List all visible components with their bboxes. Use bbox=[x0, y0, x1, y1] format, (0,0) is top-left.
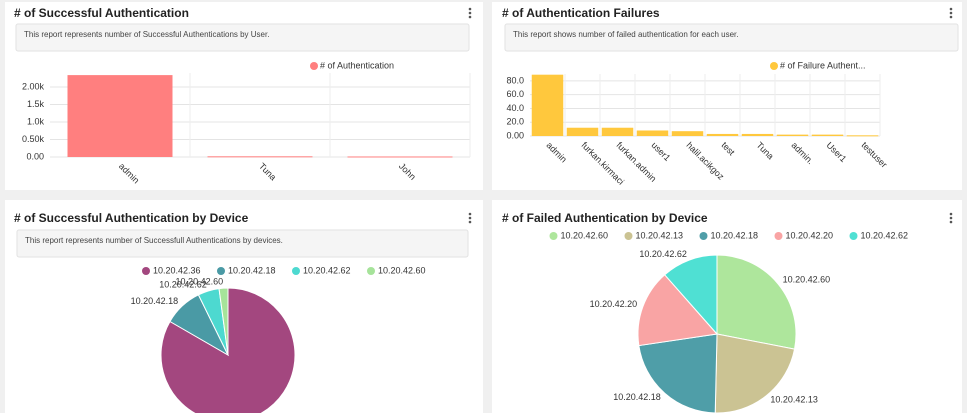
y-tick-label: 1.0k bbox=[27, 116, 45, 126]
legend-label: 10.20.42.20 bbox=[786, 230, 834, 240]
y-tick-label: 1.5k bbox=[27, 99, 45, 109]
legend-label: 10.20.42.18 bbox=[711, 230, 759, 240]
description-box bbox=[16, 229, 469, 258]
y-tick-label: 40.0 bbox=[506, 103, 524, 113]
bar bbox=[347, 156, 453, 158]
bar bbox=[811, 134, 844, 136]
legend-dot bbox=[310, 62, 318, 70]
slice-label: 10.20.42.13 bbox=[770, 395, 818, 405]
legend-dot bbox=[774, 232, 783, 240]
slice-label: 10.20.42.18 bbox=[613, 392, 661, 402]
bar bbox=[566, 127, 599, 136]
legend-label: 10.20.42.60 bbox=[378, 265, 426, 275]
pie-slice bbox=[218, 287, 229, 356]
y-tick-label: 0.50k bbox=[22, 134, 45, 144]
legend-dot bbox=[849, 232, 858, 240]
menu-icon[interactable] bbox=[949, 7, 953, 19]
menu-icon[interactable] bbox=[468, 7, 472, 19]
y-tick-label: 2.00k bbox=[22, 81, 45, 91]
slice-label: 10.20.42.62 bbox=[159, 280, 207, 290]
legend-dot bbox=[367, 267, 375, 275]
bar bbox=[741, 133, 774, 136]
legend-dot bbox=[624, 232, 633, 240]
y-tick-label: 0.00 bbox=[26, 151, 44, 161]
pie-slice bbox=[160, 287, 296, 413]
legend-label: 10.20.42.13 bbox=[636, 230, 684, 240]
description-box bbox=[15, 23, 470, 52]
slice-label: 10.20.42.60 bbox=[176, 277, 224, 287]
bar bbox=[636, 130, 669, 136]
bar bbox=[776, 134, 809, 136]
bar bbox=[207, 156, 313, 158]
bar bbox=[671, 131, 704, 136]
description-box bbox=[504, 23, 959, 52]
pie-slice bbox=[637, 274, 718, 347]
bar bbox=[601, 127, 634, 136]
legend-label: 10.20.42.60 bbox=[561, 230, 609, 240]
legend-dot bbox=[770, 62, 778, 70]
panel-title: # of Successful Authentication by Device bbox=[14, 211, 249, 225]
panel-title: # of Failed Authentication by Device bbox=[502, 211, 708, 225]
pie-slice bbox=[664, 254, 718, 336]
legend-label: 10.20.42.62 bbox=[303, 265, 351, 275]
bar bbox=[67, 75, 173, 157]
description: This report represents number of Success… bbox=[25, 236, 283, 245]
slice-label: 10.20.42.18 bbox=[131, 296, 179, 306]
bar bbox=[531, 74, 564, 136]
menu-icon[interactable] bbox=[949, 212, 953, 224]
legend-dot bbox=[292, 267, 300, 275]
menu-icon[interactable] bbox=[468, 212, 472, 224]
legend-label: 10.20.42.62 bbox=[861, 230, 909, 240]
legend-dot bbox=[142, 267, 150, 275]
y-tick-label: 20.0 bbox=[506, 117, 524, 127]
slice-label: 10.20.42.60 bbox=[783, 274, 831, 284]
pie-slice bbox=[716, 254, 797, 350]
slice-label: 10.20.42.20 bbox=[590, 299, 638, 309]
y-tick-label: 0.00 bbox=[506, 130, 524, 140]
panel-title: # of Authentication Failures bbox=[502, 6, 660, 20]
bar bbox=[846, 135, 879, 137]
legend-label: # of Authentication bbox=[320, 60, 394, 70]
bar bbox=[706, 133, 739, 136]
slice-label: 10.20.42.62 bbox=[639, 249, 687, 259]
y-tick-label: 80.0 bbox=[506, 75, 524, 85]
pie-slice bbox=[638, 333, 718, 413]
y-tick-label: 60.0 bbox=[506, 89, 524, 99]
description: This report shows number of failed authe… bbox=[513, 30, 738, 39]
legend-label: 10.20.42.36 bbox=[153, 265, 201, 275]
panel-title: # of Successful Authentication bbox=[14, 6, 189, 20]
legend-label: 10.20.42.18 bbox=[228, 265, 276, 275]
description: This report represents number of Success… bbox=[24, 30, 269, 39]
legend-dot bbox=[217, 267, 225, 275]
legend-label: # of Failure Authent... bbox=[780, 60, 866, 70]
legend-dot bbox=[699, 232, 708, 240]
legend-dot bbox=[549, 232, 558, 240]
